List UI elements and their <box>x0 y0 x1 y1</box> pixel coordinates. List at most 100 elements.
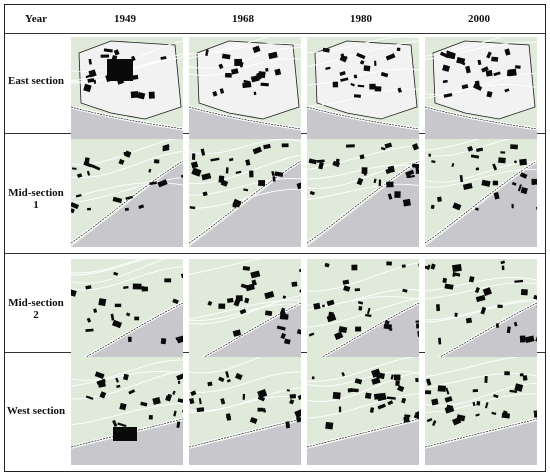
building-footprint <box>286 389 290 392</box>
building-footprint <box>111 319 123 329</box>
building-footprint <box>242 266 251 271</box>
building-footprint <box>354 288 361 292</box>
building-footprint <box>91 164 101 171</box>
building-footprint <box>322 304 325 308</box>
building-footprint <box>340 77 349 82</box>
building-footprint <box>201 172 212 181</box>
building-footprint <box>493 71 501 77</box>
building-footprint <box>444 405 455 414</box>
building-footprint <box>83 83 92 93</box>
building-footprint <box>318 161 324 170</box>
building-footprint <box>452 202 462 211</box>
building-footprint <box>413 414 419 420</box>
building-map <box>425 259 537 367</box>
building-footprint <box>342 279 350 285</box>
building-footprint <box>202 191 208 197</box>
map-panel-mid2-1968 <box>189 259 301 367</box>
building-footprint <box>493 191 500 200</box>
building-footprint <box>180 173 183 178</box>
building-footprint <box>191 153 196 160</box>
map-panel-mid2-2000 <box>425 259 537 367</box>
building-footprint <box>452 271 461 277</box>
building-footprint <box>123 373 129 381</box>
building-footprint <box>276 325 286 331</box>
building-footprint <box>394 191 401 198</box>
building-footprint <box>123 285 129 289</box>
building-footprint <box>472 389 479 393</box>
building-footprint <box>444 283 454 290</box>
building-footprint <box>308 158 318 165</box>
building-footprint <box>291 281 298 287</box>
building-footprint <box>281 143 289 148</box>
building-footprint <box>338 326 348 334</box>
building-footprint <box>87 78 95 83</box>
building-footprint <box>162 144 170 150</box>
map-panel-mid2-1949 <box>71 259 183 367</box>
building-footprint <box>533 410 537 413</box>
building-footprint <box>491 411 497 415</box>
map-panel-mid1-1968 <box>189 139 301 247</box>
building-footprint <box>357 84 365 88</box>
building-footprint <box>401 264 406 268</box>
building-footprint <box>371 368 381 378</box>
building-footprint <box>176 421 181 428</box>
building-footprint <box>83 161 93 168</box>
building-footprint <box>75 193 82 198</box>
building-footprint <box>380 71 389 78</box>
building-footprint <box>444 396 453 403</box>
building-footprint <box>481 66 489 73</box>
building-footprint <box>322 47 330 53</box>
building-footprint <box>497 304 503 309</box>
building-footprint <box>475 294 486 303</box>
building-footprint <box>415 168 419 174</box>
building-footprint <box>93 308 98 313</box>
building-footprint <box>220 398 226 405</box>
building-footprint <box>134 316 140 321</box>
building-footprint <box>515 65 521 69</box>
building-footprint <box>519 373 524 377</box>
building-footprint <box>242 82 252 89</box>
building-footprint <box>415 377 419 383</box>
building-footprint <box>533 294 537 301</box>
building-footprint <box>125 195 134 200</box>
map-panel-east-1949 <box>71 37 183 145</box>
building-footprint <box>282 295 287 299</box>
building-footprint <box>386 396 396 400</box>
building-footprint <box>239 308 247 315</box>
building-footprint <box>140 401 148 407</box>
building-map <box>425 139 537 247</box>
building-footprint <box>498 157 506 164</box>
building-footprint <box>177 398 183 404</box>
building-footprint <box>88 69 97 78</box>
building-footprint <box>86 170 91 176</box>
building-footprint <box>445 51 456 60</box>
building-footprint <box>149 181 158 186</box>
building-footprint <box>233 298 241 307</box>
building-footprint <box>485 70 493 77</box>
building-footprint <box>340 53 345 57</box>
building-footprint <box>442 277 448 284</box>
building-footprint <box>514 383 524 392</box>
building-footprint <box>480 306 487 315</box>
building-footprint <box>350 82 355 87</box>
building-footprint <box>492 163 498 171</box>
building-footprint <box>431 160 436 164</box>
building-footprint <box>493 394 499 399</box>
building-footprint <box>239 62 244 68</box>
building-footprint <box>128 389 136 395</box>
building-footprint <box>431 420 437 427</box>
year-header-label: Year <box>25 13 47 25</box>
building-footprint <box>98 298 107 307</box>
building-footprint <box>377 403 387 410</box>
building-footprint <box>387 400 394 406</box>
building-footprint <box>482 287 492 297</box>
building-footprint <box>504 88 510 93</box>
building-footprint <box>470 154 480 159</box>
building-footprint <box>225 371 230 378</box>
building-footprint <box>274 171 284 177</box>
building-footprint <box>384 142 393 149</box>
building-footprint <box>334 331 344 341</box>
building-footprint <box>190 161 199 169</box>
building-footprint <box>425 265 430 270</box>
building-footprint <box>425 378 432 386</box>
